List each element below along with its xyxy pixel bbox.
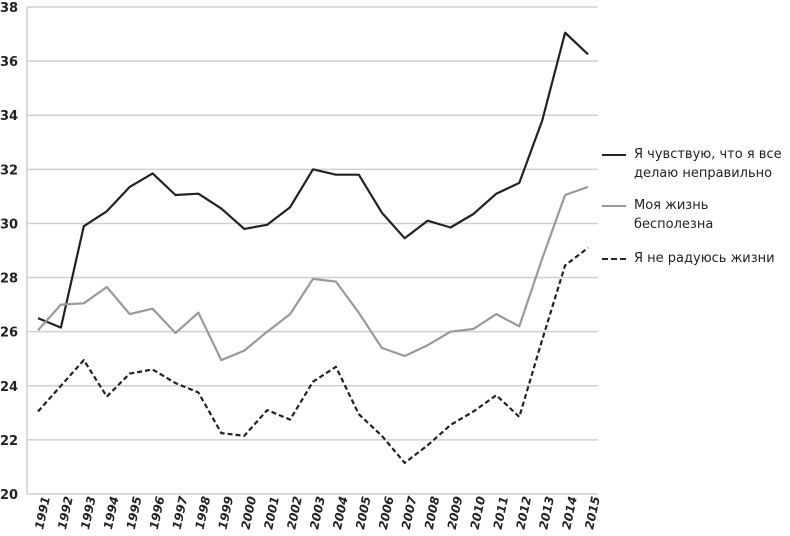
y-tick-label: 38: [0, 1, 18, 16]
legend-label: Моя жизнь: [634, 198, 709, 213]
series-line-1: [37, 185, 589, 362]
x-tick-label: 2008: [422, 495, 443, 531]
y-tick-label: 22: [0, 434, 18, 449]
x-tick-label: 2000: [238, 495, 259, 531]
x-tick-label: 1993: [78, 495, 99, 531]
y-tick-label: 34: [0, 109, 18, 124]
series-line-0: [37, 31, 589, 329]
x-tick-label: 2001: [261, 495, 282, 531]
y-tick-label: 32: [0, 163, 18, 178]
x-tick-label: 2012: [513, 495, 534, 531]
series-line-2: [37, 246, 589, 464]
legend-swatch-solid-gray: [602, 205, 626, 207]
x-tick-label: 2005: [353, 495, 374, 531]
x-tick-label: 1999: [216, 495, 237, 531]
x-tick-label: 1995: [124, 495, 145, 531]
x-tick-label: 2002: [284, 495, 305, 531]
x-tick-label: 1994: [101, 495, 122, 531]
x-tick-label: 1998: [193, 495, 214, 531]
x-tick-label: 2013: [536, 495, 557, 531]
legend-swatch-dashed: [602, 258, 626, 260]
legend-label: Я не радуюсь жизни: [634, 251, 775, 266]
x-tick-label: 2015: [582, 495, 600, 531]
x-tick-label: 1997: [170, 494, 191, 530]
x-tick-label: 2010: [468, 495, 489, 531]
y-tick-label: 20: [0, 488, 18, 503]
x-tick-label: 1996: [147, 495, 168, 531]
x-tick-label: 2014: [559, 495, 580, 531]
line-chart: 20 22 24 26 28 30 32 34 36 38 1991 1992 1993 1994 1995…: [0, 1, 600, 531]
x-tick-label: 2007: [399, 494, 420, 530]
legend-label: делаю неправильно: [634, 166, 773, 181]
x-tick-label: 2011: [491, 495, 512, 531]
legend-swatch-solid-dark: [602, 154, 626, 156]
x-tick-label: 2006: [376, 495, 397, 531]
legend-label: бесполезна: [634, 217, 714, 232]
y-tick-label: 30: [0, 217, 18, 232]
y-tick-label: 36: [0, 55, 18, 70]
y-tick-label: 26: [0, 326, 18, 341]
y-tick-label: 28: [0, 272, 18, 287]
legend-label: Я чувствую, что я все: [634, 147, 782, 162]
x-tick-label: 2003: [307, 495, 328, 531]
x-tick-label: 2009: [445, 495, 466, 531]
x-tick-label: 1992: [55, 495, 76, 531]
x-tick-label: 2004: [330, 495, 351, 531]
x-tick-label: 1991: [32, 495, 53, 531]
y-tick-label: 24: [0, 380, 18, 395]
